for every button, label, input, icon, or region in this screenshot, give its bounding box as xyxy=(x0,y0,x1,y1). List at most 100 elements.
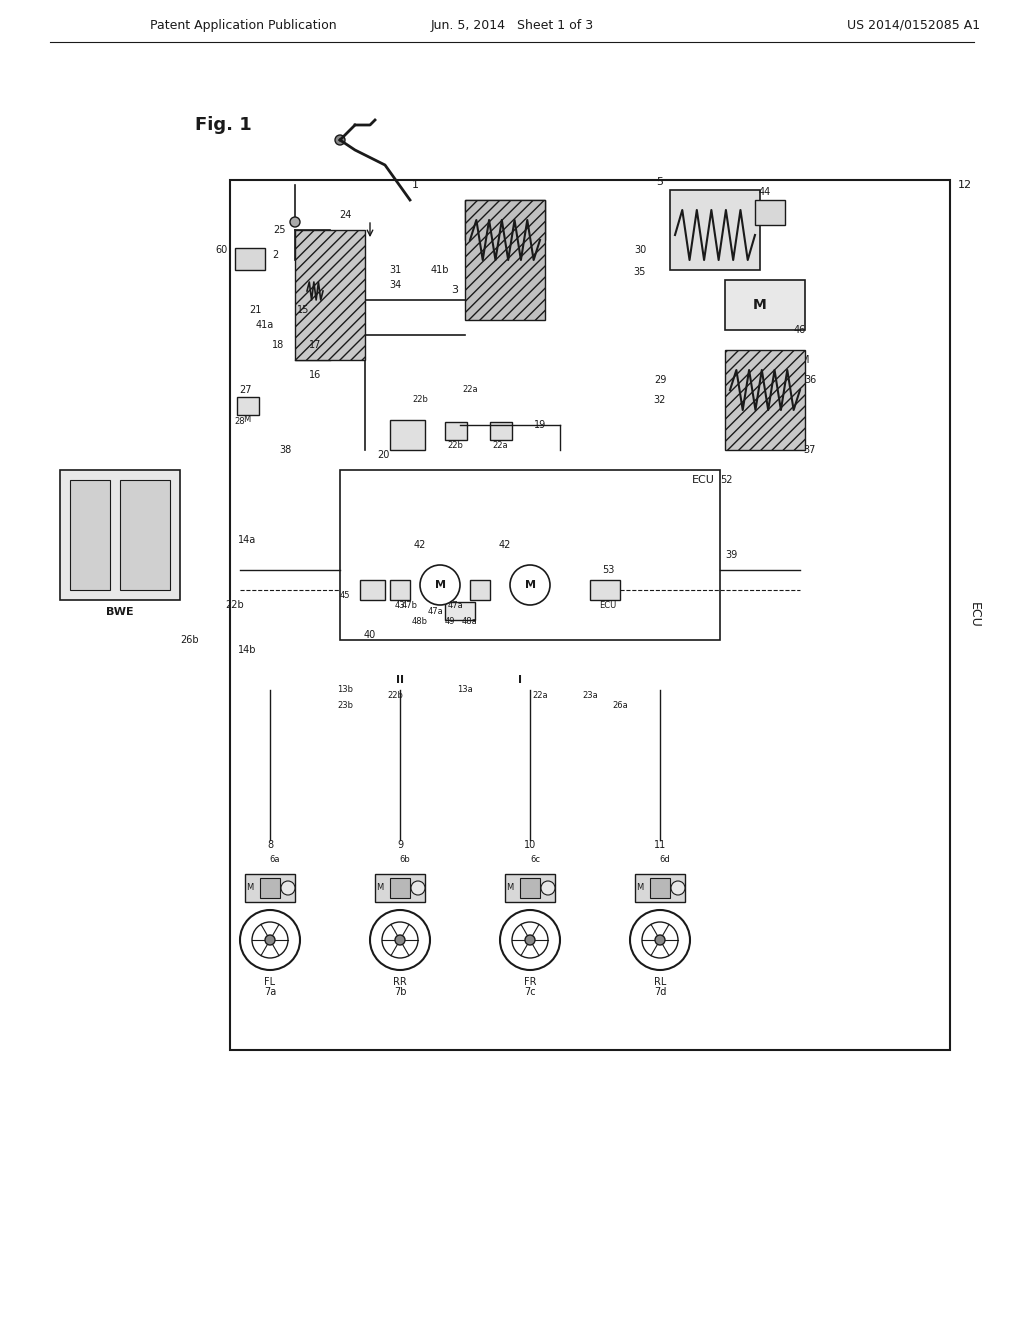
Text: 48a: 48a xyxy=(462,618,478,627)
Text: 43: 43 xyxy=(394,601,406,610)
Text: 32: 32 xyxy=(653,395,667,405)
Text: M: M xyxy=(247,883,254,892)
Bar xyxy=(70,480,110,590)
Bar xyxy=(390,579,410,601)
Bar xyxy=(360,579,385,601)
Text: 23b: 23b xyxy=(337,701,353,710)
Text: ECU: ECU xyxy=(968,602,981,628)
Text: M: M xyxy=(636,883,644,892)
Text: 52: 52 xyxy=(720,475,732,484)
Bar xyxy=(650,878,670,898)
Bar xyxy=(755,201,785,224)
Text: RR: RR xyxy=(393,977,407,987)
Bar xyxy=(305,305,325,341)
Text: 48b: 48b xyxy=(412,618,428,627)
Bar xyxy=(670,190,760,271)
Text: 6d: 6d xyxy=(659,855,671,865)
Text: Fig. 1: Fig. 1 xyxy=(195,116,252,135)
Circle shape xyxy=(525,935,535,945)
Circle shape xyxy=(510,565,550,605)
Bar xyxy=(470,579,490,601)
Text: 16: 16 xyxy=(309,370,322,380)
Bar xyxy=(520,878,540,898)
Bar xyxy=(390,878,410,898)
Text: 22a: 22a xyxy=(462,385,478,395)
Bar xyxy=(234,248,265,271)
Text: 35: 35 xyxy=(634,267,646,277)
Circle shape xyxy=(411,880,425,895)
Text: ECU: ECU xyxy=(692,475,715,484)
Text: 41b: 41b xyxy=(431,265,450,275)
Bar xyxy=(445,602,475,620)
Text: Jun. 5, 2014   Sheet 1 of 3: Jun. 5, 2014 Sheet 1 of 3 xyxy=(430,18,594,32)
Text: 5: 5 xyxy=(656,177,664,187)
Text: 6a: 6a xyxy=(269,855,281,865)
Text: 47a: 47a xyxy=(447,601,463,610)
Text: 22b: 22b xyxy=(387,690,402,700)
Circle shape xyxy=(290,216,300,227)
Text: 13a: 13a xyxy=(457,685,473,694)
Text: I: I xyxy=(518,675,522,685)
Text: 6c: 6c xyxy=(530,855,540,865)
Text: RL: RL xyxy=(653,977,667,987)
Text: 41a: 41a xyxy=(256,319,274,330)
Bar xyxy=(445,422,467,440)
Text: M: M xyxy=(434,579,445,590)
Text: 22b: 22b xyxy=(412,396,428,404)
Text: 22a: 22a xyxy=(493,441,508,450)
Text: 31: 31 xyxy=(389,265,401,275)
Bar xyxy=(725,280,805,330)
Text: 20: 20 xyxy=(377,450,389,459)
Bar xyxy=(295,230,365,360)
Circle shape xyxy=(420,565,460,605)
Text: 26a: 26a xyxy=(612,701,628,710)
Text: 30: 30 xyxy=(634,246,646,255)
Text: 2: 2 xyxy=(272,249,279,260)
Bar xyxy=(237,397,259,414)
Text: 40: 40 xyxy=(364,630,376,640)
Text: M: M xyxy=(753,298,767,312)
Text: 44: 44 xyxy=(759,187,771,197)
Bar xyxy=(490,422,512,440)
Text: 45: 45 xyxy=(340,590,350,599)
Text: 47b: 47b xyxy=(402,601,418,610)
Text: 26b: 26b xyxy=(180,635,200,645)
Text: 10: 10 xyxy=(524,840,537,850)
Text: 1: 1 xyxy=(412,180,419,190)
Text: 14a: 14a xyxy=(238,535,256,545)
Text: 7c: 7c xyxy=(524,987,536,997)
Text: 37: 37 xyxy=(804,445,816,455)
Bar xyxy=(590,579,620,601)
Text: 11: 11 xyxy=(654,840,667,850)
Bar xyxy=(120,480,170,590)
Text: 9: 9 xyxy=(397,840,403,850)
Text: FR: FR xyxy=(523,977,537,987)
Bar xyxy=(465,201,545,240)
Text: 42: 42 xyxy=(414,540,426,550)
Text: 21: 21 xyxy=(249,305,261,315)
Text: 22a: 22a xyxy=(532,690,548,700)
Text: 13b: 13b xyxy=(337,685,353,694)
Text: FL: FL xyxy=(264,977,275,987)
Bar xyxy=(305,246,325,280)
Bar xyxy=(260,878,280,898)
Bar xyxy=(375,874,425,902)
Bar xyxy=(245,874,295,902)
Text: 49: 49 xyxy=(444,618,456,627)
Text: 12: 12 xyxy=(958,180,972,190)
Text: 60: 60 xyxy=(215,246,227,255)
Text: 36: 36 xyxy=(804,375,816,385)
Text: 24: 24 xyxy=(339,210,351,220)
Text: M: M xyxy=(524,579,536,590)
Bar xyxy=(390,420,425,450)
Text: M: M xyxy=(801,355,809,366)
Text: ECU: ECU xyxy=(599,601,616,610)
Text: US 2014/0152085 A1: US 2014/0152085 A1 xyxy=(847,18,980,32)
Bar xyxy=(465,201,545,319)
Bar xyxy=(635,874,685,902)
Text: 3: 3 xyxy=(452,285,459,294)
Text: 17: 17 xyxy=(309,341,322,350)
Circle shape xyxy=(335,135,345,145)
Text: 28: 28 xyxy=(234,417,245,426)
Text: 18: 18 xyxy=(272,341,284,350)
